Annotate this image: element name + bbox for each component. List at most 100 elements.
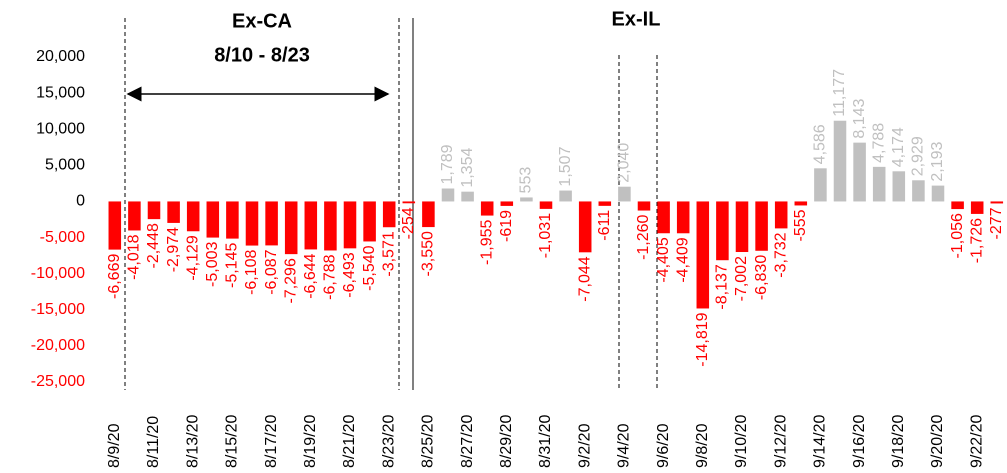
x-tick-label: 9/6/20 bbox=[655, 423, 672, 468]
x-tick-label: 9/20/20 bbox=[929, 415, 946, 468]
value-label: -2,448 bbox=[145, 223, 162, 268]
x-tick-label: 8/19/20 bbox=[302, 415, 319, 468]
value-label: -4,405 bbox=[655, 237, 672, 282]
y-tick-label: -25,000 bbox=[31, 373, 85, 390]
value-label: 1,354 bbox=[459, 148, 476, 188]
bar bbox=[402, 201, 416, 204]
annotation: Ex-IL bbox=[612, 8, 661, 30]
annotation: 8/10 - 8/23 bbox=[214, 44, 310, 66]
value-label: -6,644 bbox=[302, 253, 319, 298]
value-label: -3,732 bbox=[772, 232, 789, 277]
value-label: 1,507 bbox=[557, 146, 574, 186]
bar bbox=[245, 201, 259, 246]
bar bbox=[637, 201, 651, 211]
value-label: -6,788 bbox=[322, 254, 339, 299]
value-label: -6,108 bbox=[243, 249, 260, 294]
bar bbox=[284, 201, 298, 255]
bar bbox=[343, 201, 357, 249]
y-tick-label: 10,000 bbox=[36, 120, 85, 137]
bar bbox=[559, 190, 572, 202]
x-tick-label: 8/23/20 bbox=[380, 415, 397, 468]
annotation: Ex-CA bbox=[232, 10, 292, 32]
bar bbox=[108, 201, 122, 250]
value-label: 11,177 bbox=[831, 69, 848, 117]
bar bbox=[520, 197, 533, 202]
bar bbox=[872, 166, 886, 202]
x-tick-label: 9/2/20 bbox=[576, 423, 593, 468]
value-label: -4,409 bbox=[674, 237, 691, 282]
x-tick-label: 9/8/20 bbox=[694, 423, 711, 468]
value-label: -5,003 bbox=[204, 241, 221, 286]
value-label: -3,550 bbox=[420, 231, 437, 276]
bar bbox=[186, 201, 200, 232]
bar bbox=[363, 201, 376, 242]
bar bbox=[853, 142, 866, 202]
value-label: -4,129 bbox=[184, 235, 201, 280]
value-label: 8,143 bbox=[851, 98, 868, 138]
bar bbox=[794, 201, 808, 206]
x-tick-label: 8/27/20 bbox=[459, 415, 476, 468]
value-label: -14,819 bbox=[694, 312, 711, 366]
x-tick-label: 9/16/20 bbox=[851, 415, 868, 468]
value-label: 553 bbox=[518, 167, 535, 194]
y-tick-label: 15,000 bbox=[36, 84, 85, 101]
value-label: -7,296 bbox=[282, 258, 299, 303]
bar bbox=[696, 201, 710, 309]
bar bbox=[206, 201, 220, 238]
value-label: -8,137 bbox=[714, 264, 731, 309]
bar bbox=[598, 201, 612, 206]
x-tick-label: 8/11/20 bbox=[145, 416, 162, 468]
x-tick-label: 8/29/20 bbox=[498, 415, 515, 468]
value-label: -2,974 bbox=[165, 227, 182, 272]
x-tick-label: 9/14/20 bbox=[812, 415, 829, 468]
x-tick-label: 8/17/20 bbox=[263, 415, 280, 468]
bar bbox=[931, 185, 945, 202]
bar bbox=[970, 201, 984, 214]
value-label: 2,929 bbox=[910, 136, 927, 176]
value-label: -3,571 bbox=[380, 231, 397, 276]
value-label: -6,830 bbox=[753, 255, 770, 300]
x-tick-label: 9/12/20 bbox=[772, 415, 789, 468]
value-label: 2,040 bbox=[616, 143, 633, 183]
bar bbox=[951, 201, 964, 210]
bar bbox=[735, 201, 749, 253]
bar bbox=[539, 201, 553, 209]
value-label: 1,789 bbox=[439, 144, 456, 184]
bar bbox=[618, 186, 631, 202]
value-label: -7,044 bbox=[576, 256, 593, 301]
bar bbox=[422, 201, 435, 228]
bar bbox=[441, 188, 455, 202]
bar bbox=[892, 171, 906, 202]
bar bbox=[128, 201, 141, 231]
bar bbox=[500, 201, 514, 206]
bar bbox=[657, 201, 670, 234]
value-label: -1,056 bbox=[949, 213, 966, 258]
value-label: 4,788 bbox=[870, 123, 887, 163]
bar bbox=[167, 201, 180, 223]
bar bbox=[716, 201, 729, 261]
y-tick-label: 5,000 bbox=[45, 157, 85, 174]
x-tick-label: 9/4/20 bbox=[616, 423, 633, 468]
bar bbox=[912, 180, 925, 202]
bar bbox=[990, 201, 1004, 204]
bar bbox=[226, 201, 239, 239]
bar bbox=[774, 201, 788, 229]
value-label: -6,087 bbox=[263, 249, 280, 294]
bar bbox=[480, 201, 494, 216]
value-label: -277 bbox=[988, 207, 1005, 239]
bar bbox=[833, 120, 847, 202]
x-tick-label: 9/10/20 bbox=[733, 415, 750, 468]
value-label: -1,955 bbox=[478, 219, 495, 264]
bar bbox=[304, 201, 318, 250]
value-label: -5,540 bbox=[361, 245, 378, 290]
value-label: -611 bbox=[596, 210, 613, 241]
bar bbox=[676, 201, 690, 234]
y-tick-label: 0 bbox=[76, 193, 85, 210]
x-tick-label: 9/18/20 bbox=[890, 415, 907, 468]
bar bbox=[755, 201, 768, 251]
y-tick-label: -20,000 bbox=[31, 337, 85, 354]
y-tick-label: -15,000 bbox=[31, 301, 85, 318]
value-label: -555 bbox=[792, 209, 809, 241]
